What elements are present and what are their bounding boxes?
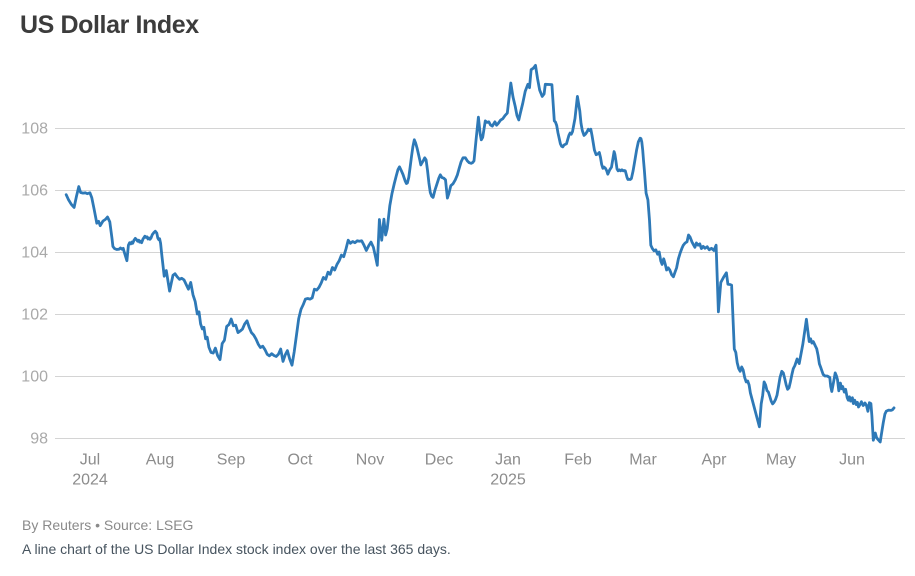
svg-text:2024: 2024 [72, 472, 108, 489]
svg-text:Feb: Feb [564, 452, 592, 469]
svg-text:Apr: Apr [702, 452, 728, 469]
svg-text:Aug: Aug [146, 452, 174, 469]
svg-text:98: 98 [30, 431, 48, 448]
svg-text:Jan: Jan [495, 452, 521, 469]
svg-text:108: 108 [21, 121, 48, 138]
svg-text:Dec: Dec [425, 452, 453, 469]
svg-text:Jul: Jul [80, 452, 100, 469]
svg-text:Jun: Jun [839, 452, 865, 469]
svg-text:May: May [766, 452, 796, 469]
svg-text:106: 106 [21, 183, 48, 200]
svg-text:Mar: Mar [629, 452, 657, 469]
svg-text:Nov: Nov [356, 452, 384, 469]
svg-text:2025: 2025 [490, 472, 526, 489]
svg-text:104: 104 [21, 245, 48, 262]
svg-text:102: 102 [21, 307, 48, 324]
svg-text:Sep: Sep [217, 452, 246, 469]
svg-text:100: 100 [21, 369, 48, 386]
svg-text:Oct: Oct [288, 452, 313, 469]
